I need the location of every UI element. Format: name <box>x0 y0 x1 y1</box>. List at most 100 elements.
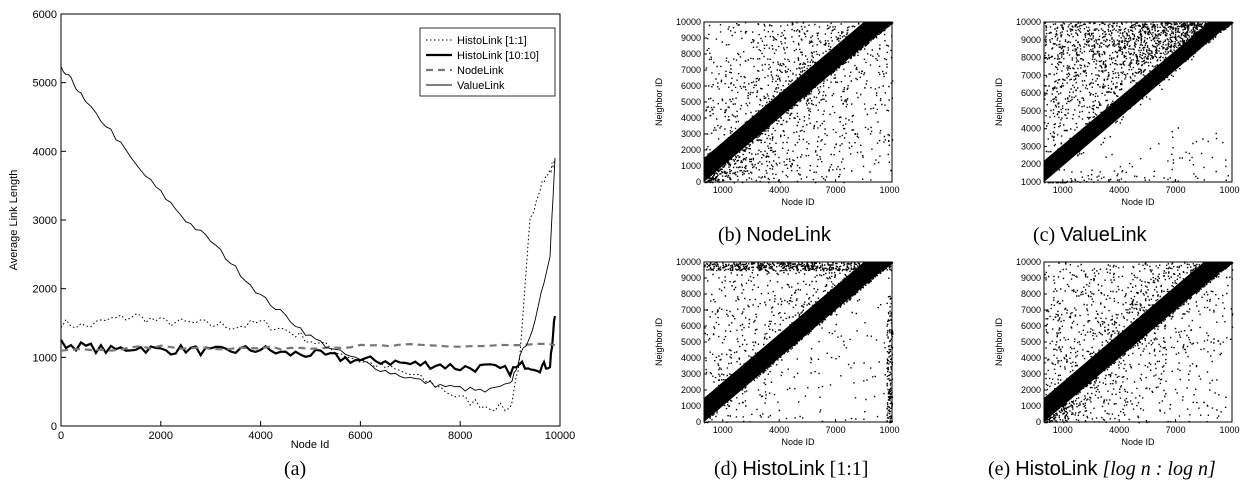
x-tick-label: 4000 <box>1109 425 1129 435</box>
x-tick-label: 2000 <box>149 430 173 442</box>
x-tick-label: 7000 <box>1166 425 1186 435</box>
x-tick-label: 1000 <box>713 185 733 195</box>
y-tick-label: 1000 <box>681 161 701 171</box>
y-tick-label: 6000 <box>681 321 701 331</box>
y-tick-label: 8000 <box>1021 289 1041 299</box>
caption-name: NodeLink <box>746 224 831 246</box>
series-line-thick <box>60 315 557 379</box>
scatter-points <box>704 22 894 184</box>
y-tick-label: 3000 <box>1021 369 1041 379</box>
line-chart-average-link-length: 0 2000 4000 6000 8000 10000 0 1000 2000 3000 4000… <box>8 9 576 450</box>
plot-area <box>1043 21 1233 183</box>
y-tick-label: 7000 <box>681 305 701 315</box>
x-tick-label: 4000 <box>769 185 789 195</box>
x-tick-label: 0 <box>58 430 64 442</box>
legend-label: ValueLink <box>457 80 505 92</box>
x-tick-label: 6000 <box>348 430 372 442</box>
y-tick-label: 4000 <box>1021 353 1041 363</box>
y-axis-label: Neighbor ID <box>994 317 1004 366</box>
caption-suffix: [1:1] <box>829 458 869 480</box>
y-tick-label: 10000 <box>1016 17 1041 27</box>
y-tick-label: 4000 <box>681 113 701 123</box>
y-tick-label: 6000 <box>1021 88 1041 98</box>
x-tick-label: 7000 <box>826 425 846 435</box>
y-tick-label: 5000 <box>1021 106 1041 116</box>
legend-label: NodeLink <box>457 65 504 77</box>
y-tick-label: 9000 <box>1021 273 1041 283</box>
y-tick-label: 5000 <box>681 97 701 107</box>
scatter-point-cloud <box>1044 22 1234 184</box>
y-tick-label: 4000 <box>33 146 57 158</box>
scatter-points <box>1044 262 1234 424</box>
x-tick-label: 7000 <box>826 185 846 195</box>
caption-b: (b) NodeLink <box>718 224 831 247</box>
x-tick-label: 4000 <box>248 430 272 442</box>
y-tick-label: 1000 <box>1021 177 1041 187</box>
y-tick-label: 10000 <box>1016 257 1041 267</box>
y-tick-label: 8000 <box>681 289 701 299</box>
legend: HistoLink [1:1] HistoLink [10:10] NodeLink… <box>419 27 556 97</box>
y-tick-label: 9000 <box>1021 35 1041 45</box>
y-tick-label: 8000 <box>681 49 701 59</box>
y-tick-label: 6000 <box>1021 321 1041 331</box>
scatter-chart-nodelink: 1000 4000 7000 10000 0 1000 2000 3000 4000 5000 60… <box>654 17 900 207</box>
x-tick-label: 1000 <box>1053 185 1073 195</box>
legend-label: HistoLink [10:10] <box>457 50 539 62</box>
y-tick-label: 3000 <box>33 215 57 227</box>
y-tick-label: 3000 <box>681 129 701 139</box>
legend-label: HistoLink [1:1] <box>457 35 527 47</box>
y-tick-label: 9000 <box>681 33 701 43</box>
series-line-solid <box>60 66 556 393</box>
y-tick-label: 1000 <box>1021 401 1041 411</box>
y-tick-label: 1000 <box>33 352 57 364</box>
x-tick-label: 4000 <box>1109 185 1129 195</box>
y-axis-label: Neighbor ID <box>994 77 1004 126</box>
x-tick-label: 10000 <box>545 430 576 442</box>
y-axis-label: Neighbor ID <box>654 77 664 126</box>
y-tick-label: 3000 <box>681 369 701 379</box>
y-tick-label: 4000 <box>1021 124 1041 134</box>
y-tick-label: 0 <box>1036 417 1041 427</box>
caption-label: (e) <box>988 458 1011 480</box>
y-tick-label: 5000 <box>33 78 57 90</box>
x-axis-label: Node ID <box>1121 197 1155 207</box>
y-tick-label: 0 <box>696 417 701 427</box>
y-tick-label: 5000 <box>681 337 701 347</box>
y-tick-label: 7000 <box>1021 305 1041 315</box>
y-tick-label: 0 <box>696 177 701 187</box>
y-tick-label: 9000 <box>681 273 701 283</box>
x-tick-label: 7000 <box>1166 185 1186 195</box>
x-tick-label: 4000 <box>769 425 789 435</box>
scatter-chart-valuelink: 1000 4000 7000 10000 1000 2000 3000 4000 5000 600… <box>994 17 1240 207</box>
x-tick-label: 10000 <box>879 425 900 435</box>
y-tick-label: 2000 <box>33 284 57 296</box>
y-tick-label: 7000 <box>1021 70 1041 80</box>
x-axis-label: Node ID <box>781 437 815 447</box>
y-tick-label: 1000 <box>681 401 701 411</box>
y-tick-label: 7000 <box>681 65 701 75</box>
caption-e: (e) HistoLink [log n : log n] <box>988 458 1216 481</box>
diagonal-band <box>1044 22 1232 182</box>
x-tick-label: 10000 <box>1219 425 1240 435</box>
x-axis-label: Node Id <box>291 439 330 450</box>
y-tick-label: 10000 <box>676 257 701 267</box>
y-tick-label: 4000 <box>681 353 701 363</box>
scatter-point-cloud <box>1044 262 1234 424</box>
caption-suffix: [log n : log n] <box>1102 458 1216 480</box>
y-tick-label: 2000 <box>1021 159 1041 169</box>
caption-d: (d) HistoLink [1:1] <box>714 458 868 481</box>
y-tick-label: 6000 <box>33 9 57 21</box>
scatter-chart-histolink-log: 1000 4000 7000 10000 0 1000 2000 3000 4000 5000 60… <box>994 257 1240 447</box>
caption-name: HistoLink <box>742 458 825 480</box>
scatter-point-cloud <box>704 262 894 424</box>
y-tick-label: 6000 <box>681 81 701 91</box>
y-axis-label: Neighbor ID <box>654 317 664 366</box>
x-tick-label: 1000 <box>1053 425 1073 435</box>
y-tick-label: 2000 <box>1021 385 1041 395</box>
x-tick-label: 1000 <box>713 425 733 435</box>
y-tick-label: 2000 <box>681 145 701 155</box>
caption-name: HistoLink <box>1015 458 1098 480</box>
series-line-dashed <box>60 342 556 352</box>
x-tick-label: 8000 <box>448 430 472 442</box>
series-line-dotted <box>60 158 556 412</box>
